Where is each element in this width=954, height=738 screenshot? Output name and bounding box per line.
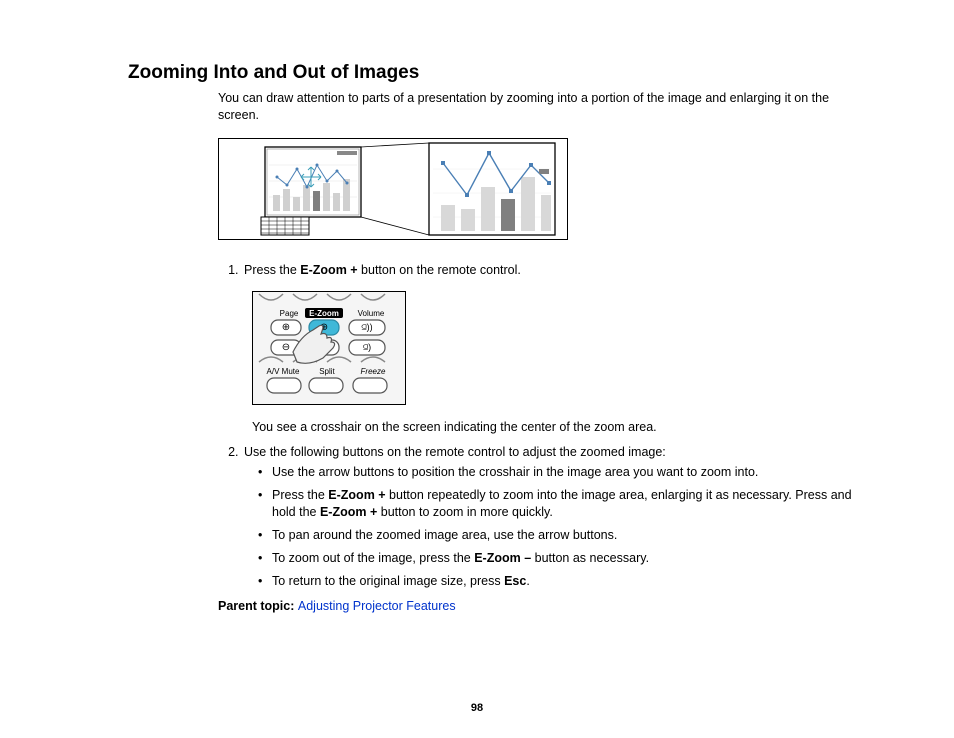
bullet-zoom-out: To zoom out of the image, press the E-Zo… (258, 550, 854, 567)
page-number: 98 (0, 702, 954, 714)
intro-text: You can draw attention to parts of a pre… (218, 90, 854, 124)
page-title: Zooming Into and Out of Images (128, 62, 854, 84)
parent-topic-link[interactable]: Adjusting Projector Features (298, 599, 456, 613)
bullet-pan: To pan around the zoomed image area, use… (258, 527, 854, 544)
steps-list: Press the E-Zoom + button on the remote … (218, 262, 854, 590)
bullet-esc: To return to the original image size, pr… (258, 573, 854, 590)
svg-text:⫑): ⫑) (363, 342, 371, 352)
remote-control-figure: Page E-Zoom Volume ⊕ ⊕ (252, 291, 406, 405)
remote-label-freeze: Freeze (361, 367, 386, 376)
remote-label-volume: Volume (358, 309, 385, 318)
remote-label-avmute: A/V Mute (267, 367, 300, 376)
crosshair-note: You see a crosshair on the screen indica… (252, 419, 854, 436)
remote-label-ezoom: E-Zoom (309, 309, 339, 318)
step-2-bullets: Use the arrow buttons to position the cr… (258, 464, 854, 589)
remote-label-page: Page (280, 309, 299, 318)
zoom-illustration-figure (218, 138, 568, 240)
svg-text:⫑)): ⫑)) (361, 322, 372, 332)
step-2: Use the following buttons on the remote … (242, 444, 854, 590)
step-1: Press the E-Zoom + button on the remote … (242, 262, 854, 436)
parent-topic: Parent topic: Adjusting Projector Featur… (218, 598, 854, 615)
svg-text:⊖: ⊖ (282, 342, 290, 353)
bullet-arrows: Use the arrow buttons to position the cr… (258, 464, 854, 481)
remote-label-split: Split (319, 367, 335, 376)
svg-text:⊕: ⊕ (282, 322, 290, 333)
right-screen (429, 143, 555, 235)
bullet-zoom-in: Press the E-Zoom + button repeatedly to … (258, 487, 854, 521)
left-screen (261, 147, 361, 235)
